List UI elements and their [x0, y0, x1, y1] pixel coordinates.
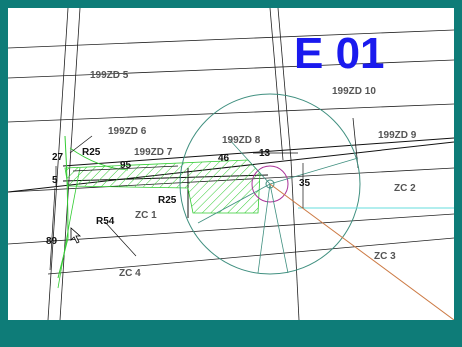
- dim-label-5: 5: [52, 175, 58, 186]
- dim-label-95: 95: [120, 160, 132, 171]
- parcel-label-zc3: ZC 3: [374, 251, 396, 262]
- status-bar: [0, 320, 462, 347]
- parcel-label-zd9: 199ZD 9: [378, 130, 417, 141]
- dim-label-r25-bottom: R25: [158, 195, 177, 206]
- dim-label-35: 35: [299, 178, 311, 189]
- node-circle: [251, 165, 289, 203]
- dim-label-89: 89: [46, 236, 58, 247]
- cad-drawing: E 01 199ZD 5 199ZD 6 199ZD 7 199ZD 8 199…: [8, 8, 454, 320]
- mouse-cursor-icon: [70, 227, 82, 244]
- dim-label-46: 46: [218, 153, 230, 164]
- parcel-label-zd7: 199ZD 7: [134, 147, 173, 158]
- dim-label-r54: R54: [96, 216, 115, 227]
- parcel-boundaries: [8, 8, 454, 320]
- orange-line: [269, 183, 454, 320]
- radial-lines: [197, 137, 359, 274]
- dim-label-r25-top: R25: [82, 147, 101, 158]
- dim-label-13: 13: [259, 148, 271, 159]
- sight-circle: [179, 93, 361, 275]
- parcel-label-zd8: 199ZD 8: [222, 135, 261, 146]
- drawing-canvas[interactable]: E 01 199ZD 5 199ZD 6 199ZD 7 199ZD 8 199…: [8, 8, 454, 320]
- dim-label-27: 27: [52, 152, 64, 163]
- center-marker: [265, 179, 275, 189]
- parcel-label-zc2: ZC 2: [394, 183, 416, 194]
- dimension-leaders: [49, 135, 304, 271]
- sheet-title: E 01: [294, 29, 385, 78]
- parcel-label-zd5: 199ZD 5: [90, 70, 129, 81]
- parcel-label-zd6: 199ZD 6: [108, 126, 147, 137]
- parcel-label-zd10: 199ZD 10: [332, 86, 376, 97]
- parcel-label-zc1: ZC 1: [135, 210, 157, 221]
- hatched-area: [57, 135, 261, 289]
- parcel-label-zc4: ZC 4: [119, 268, 141, 279]
